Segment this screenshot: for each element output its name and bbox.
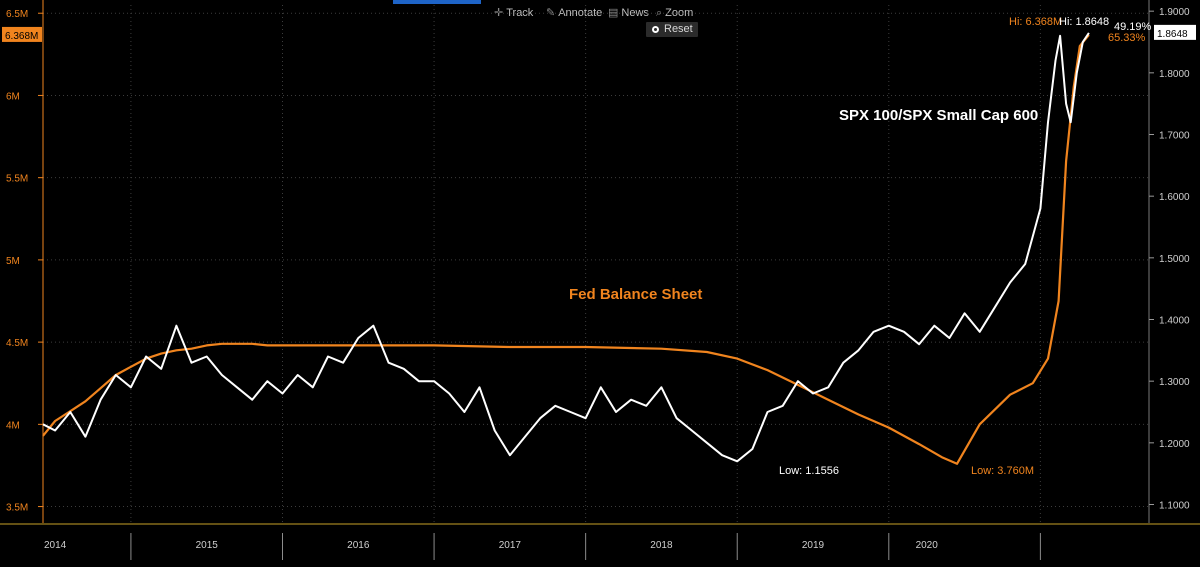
left-tick-label: 5M [6,256,20,267]
crosshair-icon: ✛ [494,7,504,19]
ratio-low-label: Low: 1.1556 [779,465,839,477]
news-icon: ▤ [608,7,619,19]
left-tick-label: 6M [6,91,20,102]
right-tick-label: 1.4000 [1159,316,1190,327]
reset-label: Reset [664,23,693,35]
right-tick-label: 1.5000 [1159,254,1190,265]
right-tick-label: 1.1000 [1159,501,1190,512]
x-tick-label: 2020 [916,540,939,551]
right-tick-label: 1.2000 [1159,439,1190,450]
right-tick-label: 1.3000 [1159,377,1190,388]
left-tick-label: 3.5M [6,503,28,514]
fed-low-label: Low: 3.760M [971,465,1034,477]
left-tick-label: 4.5M [6,338,28,349]
left-tick-label: 4M [6,420,20,431]
ratio-series-label: SPX 100/SPX Small Cap 600 [839,107,1038,124]
right-tick-label: 1.6000 [1159,192,1190,203]
left-current-value: 6.368M [5,31,38,42]
reset-icon [652,26,659,33]
right-current-badge [1154,24,1196,40]
x-tick-label: 2016 [347,540,370,551]
x-tick-label: 2019 [802,540,825,551]
x-tick-label: 2017 [499,540,522,551]
time-axis-band [0,526,1200,567]
x-tick-label: 2018 [650,540,673,551]
right-tick-label: 1.7000 [1159,131,1190,142]
fed-hi-label: Hi: 6.368M [1009,16,1062,28]
spx-ratio-line [42,32,1090,463]
left-tick-label: 6.5M [6,9,28,20]
annotate-button[interactable]: ✎ Annotate [546,5,602,21]
ratio-pct-label: 49.19% [1114,21,1152,33]
right-tick-label: 1.9000 [1159,7,1190,18]
active-tab-indicator [393,0,481,4]
right-current-value: 1.8648 [1157,29,1188,40]
right-tick-label: 1.8000 [1159,69,1190,80]
left-tick-label: 5.5M [6,174,28,185]
fed-pct-label: 65.33% [1108,32,1146,44]
ratio-hi-label: Hi: 1.8648 [1059,16,1109,28]
left-current-badge [2,26,42,42]
fed-balance-sheet-line [42,34,1090,465]
reset-button[interactable]: Reset [646,22,698,37]
x-tick-label: 2014 [44,540,67,551]
fed-series-label: Fed Balance Sheet [569,286,702,303]
annotate-label: Annotate [558,7,603,19]
x-tick-label: 2015 [196,540,219,551]
pencil-icon: ✎ [546,7,556,19]
